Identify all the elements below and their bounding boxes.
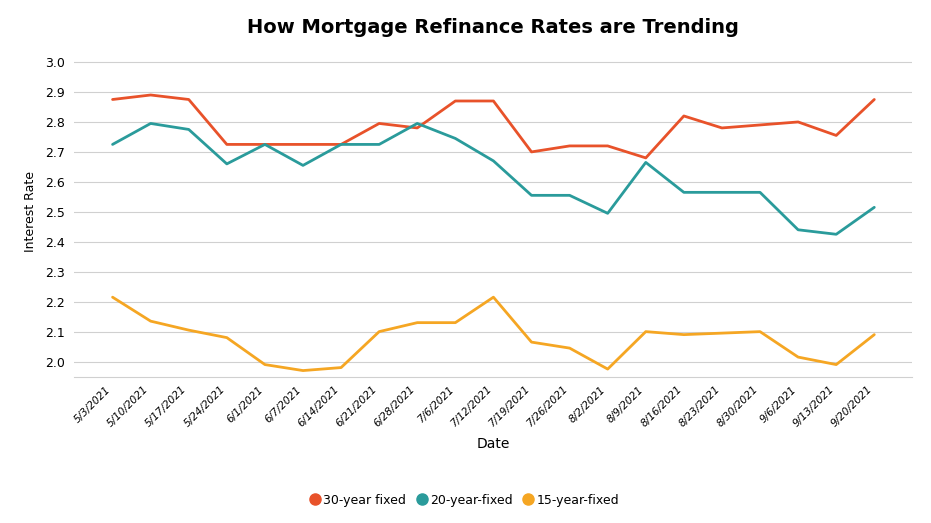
20-year-fixed <box>450 135 461 142</box>
20-year-fixed <box>869 204 880 210</box>
15-year-fixed <box>297 368 308 374</box>
Line: 15-year-fixed: 15-year-fixed <box>113 297 874 371</box>
15-year-fixed <box>830 361 842 368</box>
20-year-fixed <box>412 120 423 127</box>
30-year fixed <box>297 141 308 147</box>
15-year-fixed <box>183 327 195 333</box>
30-year fixed <box>412 125 423 131</box>
30-year fixed <box>830 132 842 139</box>
20-year-fixed <box>335 141 346 147</box>
15-year-fixed <box>564 345 575 351</box>
30-year fixed <box>107 96 118 103</box>
30-year fixed <box>373 120 385 127</box>
20-year-fixed <box>792 226 803 233</box>
20-year-fixed <box>297 162 308 168</box>
30-year fixed <box>335 141 346 147</box>
20-year-fixed <box>107 141 118 147</box>
30-year fixed <box>716 125 727 131</box>
30-year fixed <box>869 96 880 103</box>
30-year fixed <box>222 141 233 147</box>
15-year-fixed <box>526 339 537 345</box>
15-year-fixed <box>412 320 423 326</box>
30-year fixed <box>679 113 690 119</box>
15-year-fixed <box>754 328 765 335</box>
20-year-fixed <box>754 189 765 196</box>
30-year fixed <box>145 92 156 98</box>
15-year-fixed <box>716 330 727 336</box>
20-year-fixed <box>373 141 385 147</box>
15-year-fixed <box>373 328 385 335</box>
15-year-fixed <box>107 294 118 300</box>
15-year-fixed <box>641 328 652 335</box>
30-year fixed <box>488 98 499 104</box>
20-year-fixed <box>183 126 195 132</box>
30-year fixed <box>602 143 614 149</box>
20-year-fixed <box>716 189 727 196</box>
20-year-fixed <box>602 210 614 217</box>
20-year-fixed <box>641 159 652 165</box>
30-year fixed <box>183 96 195 103</box>
Legend: 30-year fixed, 20-year-fixed, 15-year-fixed: 30-year fixed, 20-year-fixed, 15-year-fi… <box>307 488 624 511</box>
20-year-fixed <box>830 231 842 237</box>
20-year-fixed <box>526 192 537 198</box>
15-year-fixed <box>602 366 614 372</box>
15-year-fixed <box>450 320 461 326</box>
Title: How Mortgage Refinance Rates are Trending: How Mortgage Refinance Rates are Trendin… <box>248 18 739 37</box>
15-year-fixed <box>792 354 803 360</box>
30-year fixed <box>450 98 461 104</box>
15-year-fixed <box>488 294 499 300</box>
X-axis label: Date: Date <box>477 437 510 451</box>
15-year-fixed <box>260 361 271 368</box>
20-year-fixed <box>679 189 690 196</box>
30-year fixed <box>641 155 652 161</box>
20-year-fixed <box>564 192 575 198</box>
Line: 30-year fixed: 30-year fixed <box>113 95 874 158</box>
30-year fixed <box>526 149 537 155</box>
30-year fixed <box>754 122 765 128</box>
30-year fixed <box>260 141 271 147</box>
Line: 20-year-fixed: 20-year-fixed <box>113 123 874 234</box>
15-year-fixed <box>679 332 690 338</box>
20-year-fixed <box>222 161 233 167</box>
20-year-fixed <box>145 120 156 127</box>
15-year-fixed <box>869 332 880 338</box>
30-year fixed <box>792 119 803 125</box>
20-year-fixed <box>260 141 271 147</box>
15-year-fixed <box>222 335 233 341</box>
15-year-fixed <box>335 365 346 371</box>
15-year-fixed <box>145 318 156 324</box>
30-year fixed <box>564 143 575 149</box>
20-year-fixed <box>488 158 499 164</box>
Y-axis label: Interest Rate: Interest Rate <box>23 172 36 252</box>
